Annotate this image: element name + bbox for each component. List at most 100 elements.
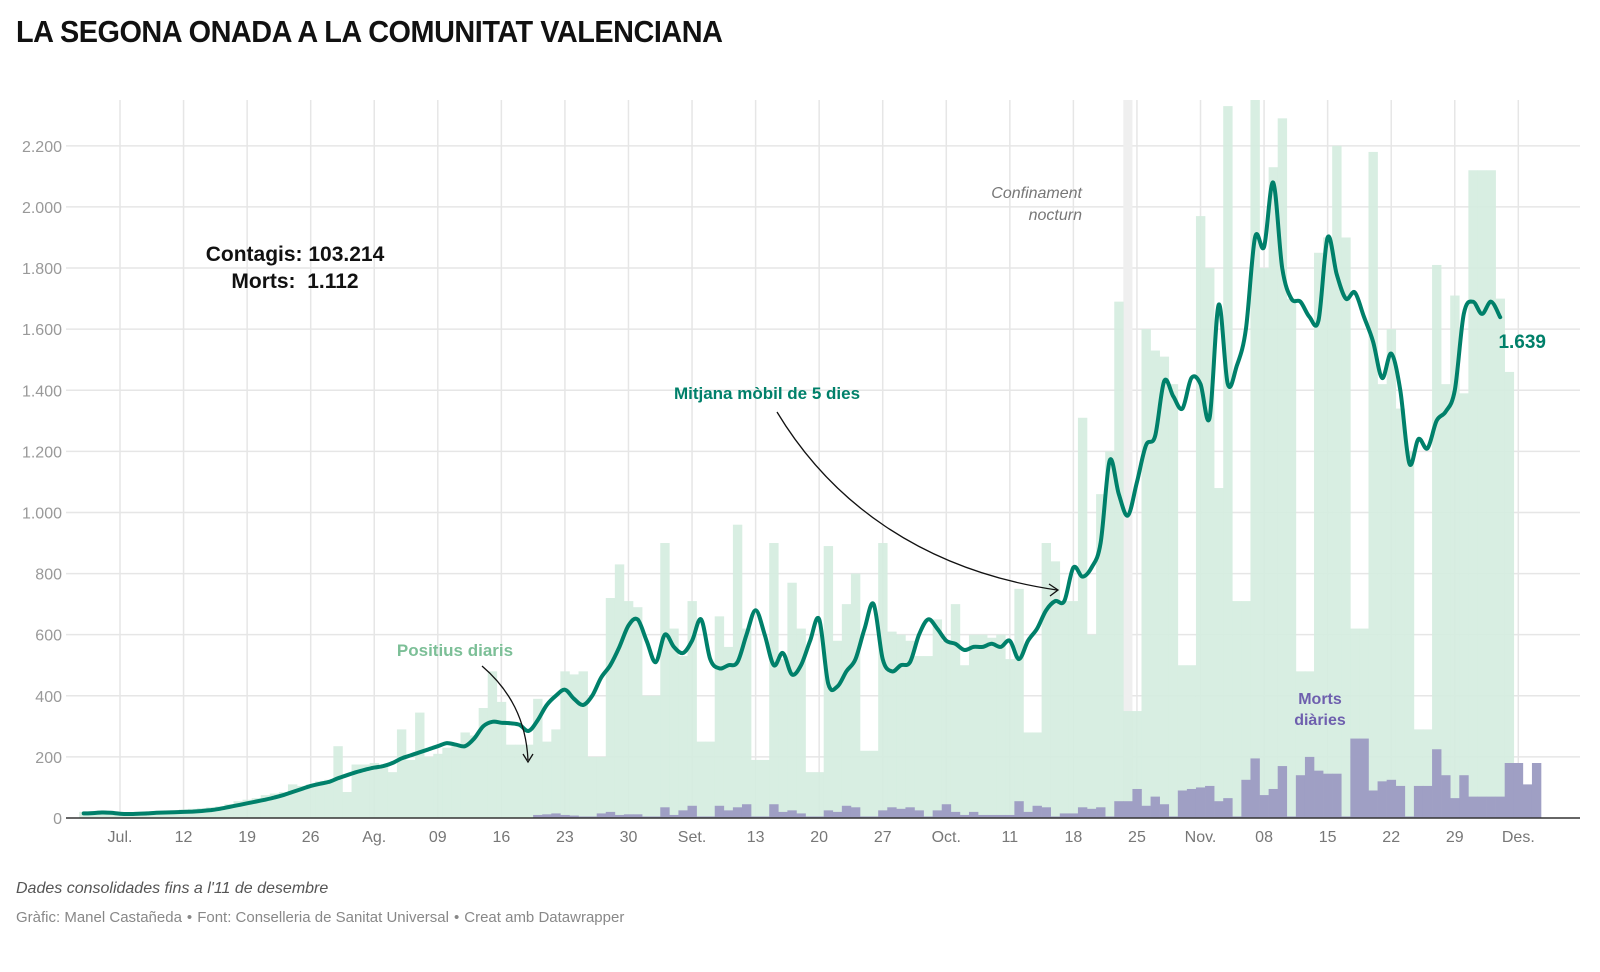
positives-bar bbox=[796, 628, 806, 818]
deaths-bar bbox=[1023, 811, 1033, 818]
deaths-series-label-line1: Morts bbox=[1298, 691, 1342, 708]
deaths-bar bbox=[1195, 787, 1206, 818]
deaths-bar bbox=[760, 816, 770, 818]
positives-bar bbox=[1441, 384, 1451, 818]
x-tick-label: 13 bbox=[747, 829, 765, 846]
positives-bar bbox=[841, 604, 852, 818]
positives-bar bbox=[542, 741, 552, 818]
deaths-bar bbox=[1114, 801, 1124, 818]
positives-bar bbox=[678, 656, 688, 818]
positives-bar bbox=[1041, 543, 1051, 818]
deaths-bar bbox=[1323, 773, 1333, 818]
positives-bar bbox=[215, 806, 225, 818]
positives-bar bbox=[978, 634, 988, 818]
x-tick-label: 23 bbox=[556, 829, 574, 846]
deaths-bar bbox=[1223, 798, 1233, 818]
x-tick-label: 18 bbox=[1065, 829, 1083, 846]
deaths-bar bbox=[1096, 807, 1106, 818]
positives-bar bbox=[1096, 494, 1106, 818]
positives-bar bbox=[351, 764, 361, 818]
deaths-bar bbox=[1350, 738, 1360, 818]
positives-bar bbox=[1223, 106, 1233, 818]
x-tick-label: 26 bbox=[302, 829, 320, 846]
deaths-bar bbox=[1177, 790, 1188, 818]
positives-bar bbox=[1377, 384, 1387, 818]
deaths-bar bbox=[1068, 813, 1079, 818]
deaths-bar bbox=[805, 816, 815, 818]
deaths-bar bbox=[978, 814, 988, 818]
positives-bar bbox=[996, 634, 1006, 818]
x-tick-label: 19 bbox=[238, 829, 256, 846]
y-tick-label: 200 bbox=[35, 750, 62, 767]
positives-bar bbox=[1195, 216, 1206, 819]
positives-bar bbox=[614, 564, 625, 818]
positives-bar bbox=[769, 543, 779, 818]
positives-bar bbox=[442, 747, 452, 818]
positives-bar bbox=[723, 646, 734, 818]
deaths-bar bbox=[778, 811, 788, 818]
deaths-bar bbox=[1504, 763, 1515, 818]
moving-average-series-label: Mitjana mòbil de 5 dies bbox=[674, 384, 860, 403]
positives-bar bbox=[1168, 384, 1179, 818]
deaths-bar bbox=[987, 814, 997, 818]
positives-bar bbox=[406, 759, 416, 818]
positives-bar bbox=[242, 799, 252, 818]
y-axis: 0 200 400 600 800 1.000 1.200 1.400 1.600 1.800 2.… bbox=[22, 139, 62, 828]
deaths-bar bbox=[1513, 763, 1524, 818]
positives-bar bbox=[278, 792, 289, 818]
deaths-bar bbox=[587, 816, 597, 818]
y-tick-label: 800 bbox=[35, 567, 62, 584]
deaths-bar bbox=[1168, 816, 1179, 818]
deaths-bar bbox=[1159, 804, 1170, 818]
deaths-bar bbox=[551, 813, 561, 818]
deaths-bar bbox=[1522, 784, 1533, 818]
positives-bar bbox=[850, 573, 861, 818]
positives-bar bbox=[315, 781, 325, 818]
x-tick-label: Set. bbox=[678, 829, 706, 846]
positives-bar bbox=[1332, 145, 1342, 819]
positives-bar bbox=[878, 543, 888, 818]
positives-bar bbox=[1114, 301, 1124, 818]
positives-bar bbox=[1277, 118, 1288, 819]
positives-bar bbox=[487, 671, 498, 818]
curfew-band bbox=[1123, 100, 1133, 818]
deaths-bar bbox=[996, 814, 1006, 818]
positives-bar bbox=[1468, 170, 1478, 818]
positives-bar bbox=[1314, 252, 1324, 818]
x-tick-label: 20 bbox=[810, 829, 828, 846]
x-tick-label: 29 bbox=[1446, 829, 1464, 846]
positives-bar bbox=[1495, 298, 1505, 819]
deaths-bar bbox=[723, 810, 734, 818]
y-tick-label: 0 bbox=[53, 811, 62, 828]
deaths-series-label-line2: diàries bbox=[1294, 712, 1346, 729]
deaths-bar bbox=[569, 815, 579, 818]
positives-bar bbox=[1205, 268, 1215, 818]
deaths-bar bbox=[732, 807, 743, 818]
positives-bar bbox=[578, 671, 588, 818]
deaths-bar bbox=[923, 816, 933, 818]
positives-bar bbox=[696, 741, 706, 818]
deaths-bar bbox=[932, 810, 943, 818]
positives-bar bbox=[1186, 665, 1197, 818]
positives-bar bbox=[869, 750, 879, 818]
positives-bar bbox=[569, 674, 579, 818]
credit-tool: Creat amb Datawrapper bbox=[464, 909, 625, 926]
positives-bar bbox=[514, 744, 525, 818]
positives-bar bbox=[160, 811, 171, 818]
positives-bar bbox=[478, 708, 489, 818]
positives-bar bbox=[451, 744, 461, 818]
x-tick-label: 16 bbox=[492, 829, 510, 846]
positives-bar bbox=[551, 729, 561, 818]
positives-bar bbox=[306, 784, 316, 818]
deaths-bar bbox=[1477, 796, 1487, 818]
positives-bar bbox=[860, 750, 870, 818]
deaths-bar bbox=[705, 816, 716, 818]
deaths-bar bbox=[660, 807, 670, 818]
positives-bar bbox=[378, 766, 389, 818]
x-tick-label: 09 bbox=[429, 829, 447, 846]
positives-bar bbox=[1077, 417, 1088, 818]
positives-bar bbox=[342, 792, 352, 818]
positives-bar bbox=[1132, 711, 1142, 818]
positives-bar bbox=[496, 701, 507, 818]
